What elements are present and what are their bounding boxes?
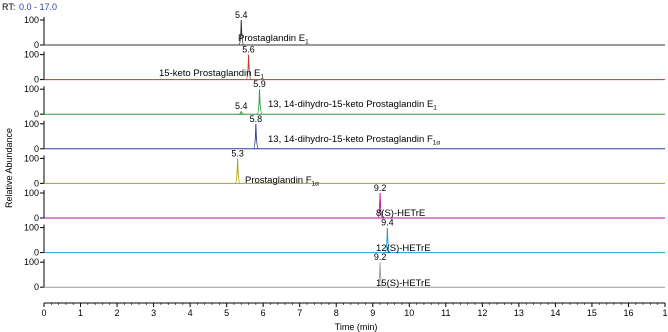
peak-label: 5.9: [253, 79, 266, 89]
chromatogram-panel: 0 100 5.4 Prostaglandin E1: [24, 10, 665, 50]
y-tick-label: 100: [24, 50, 39, 60]
x-tick-label: 2: [115, 308, 120, 318]
rt-range: 0.0 - 17.0: [19, 2, 57, 12]
peak-trace: [377, 192, 384, 219]
chromatogram-panel: 0 100 5.9 5.4 13, 14-dihydro-15-keto Prostag…: [24, 79, 665, 119]
peak-label: 5.3: [231, 148, 244, 158]
peak-trace: [245, 54, 252, 81]
x-tick-label: 11: [441, 308, 450, 318]
x-axis: 0 1 2 3 4 5 6 7 8 9 10 11 12 13 14 15 16 1: [41, 302, 668, 318]
y-tick-label: 100: [24, 84, 39, 94]
peak-label: 5.4: [235, 10, 248, 20]
peak-trace: [384, 227, 391, 254]
y-tick-label: 0: [34, 144, 39, 154]
x-tick-label: 1: [662, 308, 667, 318]
chromatogram-panel: 0 100 5.6 15-keto Prostaglandin E1: [24, 45, 665, 85]
x-tick-label: 6: [261, 308, 266, 318]
y-tick-label: 0: [34, 178, 39, 188]
x-tick-label: 10: [404, 308, 414, 318]
peak-label: 9.2: [374, 183, 387, 193]
x-tick-label: 1: [78, 308, 83, 318]
chromatogram-panel: 0 100 5.8 13, 14-dihydro-15-keto Prostaglan…: [24, 114, 665, 154]
y-tick-label: 0: [34, 40, 39, 50]
x-tick-label: 4: [188, 308, 193, 318]
peak-label: 5.4: [235, 101, 248, 111]
peak-trace: [377, 262, 384, 288]
y-tick-label: 100: [24, 257, 39, 267]
peak-label: 9.2: [374, 252, 387, 262]
peak-label: 5.8: [250, 114, 263, 124]
y-tick-label: 100: [24, 153, 39, 163]
x-tick-label: 9: [370, 308, 375, 318]
compound-label: 13, 14-dihydro-15-keto Prostaglandin F1α: [268, 134, 440, 147]
y-tick-label: 100: [24, 188, 39, 198]
y-tick-label: 100: [24, 223, 39, 233]
compound-label: 15-keto Prostaglandin E1: [159, 68, 264, 81]
chromatogram-panel: 0 100 9.2 15(S)-HETrE: [24, 252, 665, 292]
compound-label: 8(S)-HETrE: [376, 208, 425, 219]
y-tick-label: 100: [24, 15, 39, 25]
compound-label: 15(S)-HETrE: [376, 278, 431, 289]
peak-trace: [234, 158, 241, 184]
chromatogram-panel: 0 100 9.4 12(S)-HETrE: [24, 218, 665, 258]
peak-label: 9.4: [381, 218, 394, 228]
x-tick-label: 14: [550, 308, 560, 318]
peak-trace: [252, 123, 259, 150]
x-tick-label: 7: [297, 308, 302, 318]
compound-label: Prostaglandin E1: [238, 33, 309, 46]
x-tick-label: 16: [623, 308, 633, 318]
y-axis-title: Relative Abundance: [4, 128, 14, 208]
y-tick-label: 0: [34, 248, 39, 258]
x-tick-label: 13: [514, 308, 524, 318]
peak-trace: [256, 89, 263, 115]
chromatogram-panel: 0 100 5.3 Prostaglandin F1α: [24, 148, 665, 188]
y-tick-label: 0: [34, 75, 39, 85]
compound-label: 13, 14-dihydro-15-keto Prostaglandin E1: [268, 99, 437, 112]
x-tick-label: 15: [587, 308, 597, 318]
y-tick-label: 0: [34, 282, 39, 292]
x-tick-label: 5: [224, 308, 229, 318]
x-axis-title: Time (min): [335, 322, 378, 332]
y-tick-label: 0: [34, 109, 39, 119]
compound-label: 12(S)-HETrE: [376, 243, 431, 254]
peak-trace: [238, 19, 245, 46]
peak-label: 5.6: [242, 45, 255, 55]
x-tick-label: 3: [151, 308, 156, 318]
x-tick-label: 12: [477, 308, 487, 318]
x-tick-label: 8: [334, 308, 339, 318]
y-tick-label: 0: [34, 213, 39, 223]
rt-prefix: RT:: [2, 2, 15, 12]
y-tick-label: 100: [24, 119, 39, 129]
peak-trace: [238, 111, 244, 115]
x-tick-label: 0: [41, 308, 46, 318]
chromatogram-panel: 0 100 9.2 8(S)-HETrE: [24, 183, 665, 223]
compound-label: Prostaglandin F1α: [245, 175, 319, 188]
